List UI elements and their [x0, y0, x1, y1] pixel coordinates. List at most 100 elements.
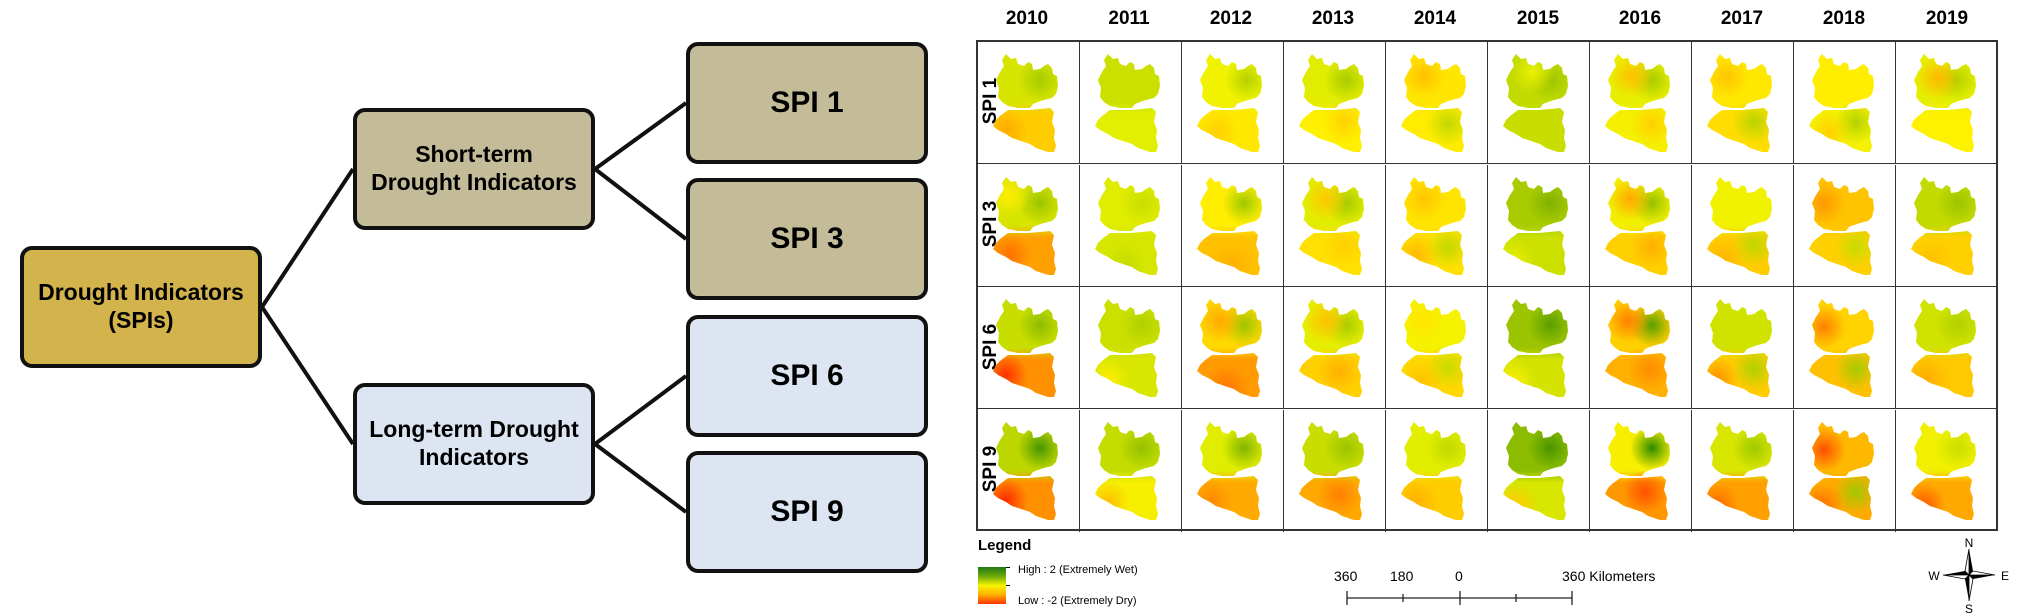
map-cell-spi9-2011: [1080, 409, 1182, 532]
north-arrow-compass-icon: N S E W: [1928, 537, 2009, 613]
map-cell-spi1-2015: [1488, 42, 1590, 164]
map-cell-spi6-2015: [1488, 287, 1590, 409]
leaf-node-spi3: SPI 3: [686, 178, 928, 300]
scale-label-180: 180: [1390, 568, 1414, 584]
spi-map-icon: [1911, 176, 1976, 275]
map-cell-spi1-2018: [1794, 42, 1896, 164]
spi-map-icon: [1503, 299, 1568, 397]
spi-map-icon: [1809, 299, 1874, 397]
map-cell-spi6-2019: [1896, 287, 1998, 409]
map-cell-spi1-2010: [978, 42, 1080, 164]
year-label: 2017: [1720, 8, 1764, 29]
connector-short-spi1: [593, 101, 688, 171]
leaf-node-spi9: SPI 9: [686, 451, 928, 573]
leaf-node-spi6: SPI 6: [686, 315, 928, 437]
compass-w: W: [1928, 569, 1940, 583]
spi-map-icon: [1299, 54, 1364, 152]
year-label: 2019: [1925, 8, 1969, 29]
year-label: 2011: [1108, 8, 1150, 29]
map-cell-spi9-2014: [1386, 409, 1488, 532]
spi-map-icon: [1605, 176, 1670, 275]
diagram-connectors: [260, 101, 688, 514]
spi-map-icon: [1401, 421, 1466, 520]
short-term-node: Short-term Drought Indicators: [353, 108, 595, 230]
spi-map-icon: [1401, 176, 1466, 275]
spi-map-icon: [1503, 421, 1568, 520]
compass-e: E: [2001, 569, 2009, 583]
spi-map-grid: [976, 40, 1998, 532]
spi-map-icon: [1095, 54, 1160, 152]
map-cell-spi9-2017: [1692, 409, 1794, 532]
map-cell-spi3-2016: [1590, 164, 1692, 287]
spi-map-icon: [1809, 176, 1874, 275]
long-term-node: Long-term Drought Indicators: [353, 383, 595, 505]
connector-root-long: [260, 305, 355, 446]
map-cell-spi1-2019: [1896, 42, 1998, 164]
spi-map-icon: [1707, 176, 1772, 275]
spi-map-icon: [1503, 54, 1568, 152]
spi-map-icon: [993, 299, 1058, 397]
connector-long-spi6: [593, 374, 688, 446]
compass-s: S: [1965, 602, 1973, 613]
map-cell-spi3-2017: [1692, 164, 1794, 287]
map-cell-spi3-2018: [1794, 164, 1896, 287]
scale-bar: [1346, 591, 1573, 605]
legend-color-ramp: [978, 567, 1006, 604]
year-label: 2015: [1516, 8, 1560, 29]
scale-label-360-left: 360: [1334, 568, 1358, 584]
long-term-label-line1: Long-term Drought: [369, 416, 579, 443]
legend-tick-mid: [1006, 585, 1010, 586]
spi-map-icon: [1299, 176, 1364, 275]
map-cell-spi3-2015: [1488, 164, 1590, 287]
spi-map-icon: [1095, 299, 1160, 397]
spi-map-icon: [1197, 54, 1262, 152]
map-cell-spi3-2013: [1284, 164, 1386, 287]
compass-n: N: [1965, 537, 1974, 550]
leaf-label: SPI 9: [770, 495, 844, 528]
scale-label-0: 0: [1455, 568, 1463, 584]
connector-long-spi9: [593, 442, 688, 514]
spi-map-icon: [1605, 421, 1670, 520]
map-cell-spi9-2016: [1590, 409, 1692, 532]
map-cell-spi3-2019: [1896, 165, 1998, 287]
spi-map-icon: [1197, 176, 1262, 275]
spi-map-icon: [1911, 299, 1976, 397]
spi-map-icon: [993, 421, 1058, 520]
map-cell-spi6-2014: [1386, 287, 1488, 409]
map-cell-spi9-2013: [1284, 409, 1386, 532]
legend-low-label: Low : -2 (Extremely Dry): [1018, 595, 1137, 607]
year-label: 2010: [1005, 8, 1049, 29]
map-cell-spi6-2018: [1794, 287, 1896, 409]
year-label: 2012: [1209, 8, 1253, 29]
legend-title: Legend: [978, 537, 1032, 554]
year-label: 2016: [1618, 8, 1662, 29]
map-cell-spi9-2019: [1896, 410, 1998, 532]
spi-map-icon: [1707, 54, 1772, 152]
map-cell-spi3-2012: [1182, 164, 1284, 287]
spi-map-icon: [1911, 421, 1976, 520]
root-node-label-line1: Drought Indicators: [38, 279, 244, 306]
spi-map-icon: [1197, 299, 1262, 397]
spi-map-icon: [1707, 421, 1772, 520]
map-cell-spi3-2011: [1080, 164, 1182, 287]
map-cell-spi6-2017: [1692, 287, 1794, 409]
map-cell-spi3-2010: [978, 164, 1080, 287]
short-term-label-line2: Drought Indicators: [371, 169, 577, 195]
leaf-node-spi1: SPI 1: [686, 42, 928, 164]
map-cell-spi6-2011: [1080, 287, 1182, 409]
year-label: 2014: [1413, 8, 1457, 29]
map-cell-spi3-2014: [1386, 164, 1488, 287]
leaf-label: SPI 1: [770, 86, 844, 119]
map-cell-spi1-2017: [1692, 42, 1794, 164]
map-cell-spi1-2016: [1590, 42, 1692, 164]
root-node-label-line2: (SPIs): [108, 307, 174, 333]
map-cell-spi6-2012: [1182, 287, 1284, 409]
leaf-label: SPI 3: [770, 222, 844, 255]
map-cell-spi6-2013: [1284, 287, 1386, 409]
spi-map-icon: [1095, 176, 1160, 275]
map-cell-spi1-2013: [1284, 42, 1386, 164]
root-node-drought-indicators: Drought Indicators (SPIs): [20, 246, 262, 368]
spi-map-icon: [1707, 299, 1772, 397]
spi-map-icon: [1809, 421, 1874, 520]
connector-root-short: [260, 167, 355, 309]
